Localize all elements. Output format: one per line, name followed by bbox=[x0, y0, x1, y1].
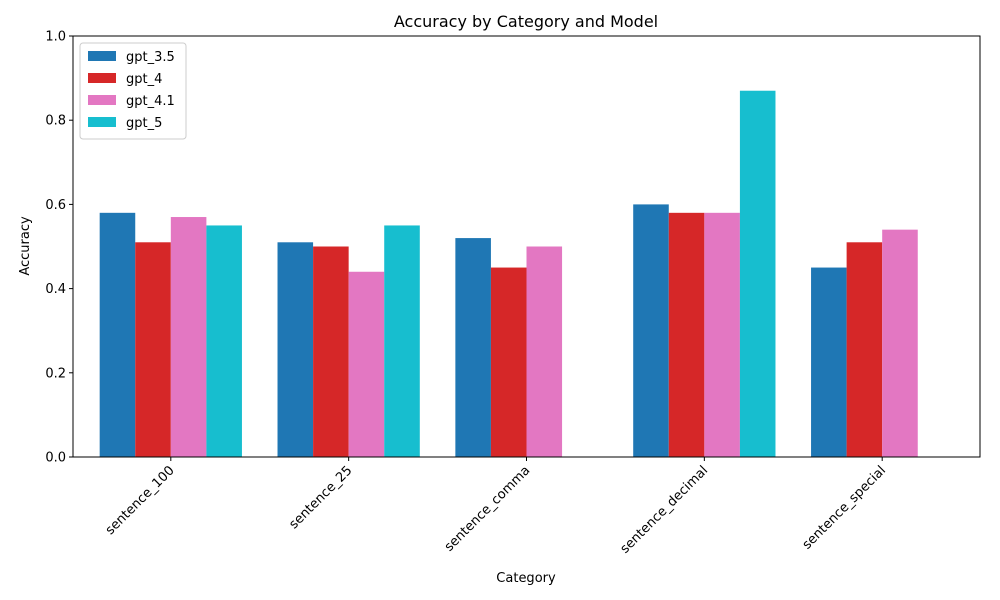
bars-group bbox=[99, 90, 918, 457]
legend-label: gpt_4.1 bbox=[126, 94, 175, 109]
legend-swatch bbox=[88, 51, 116, 61]
y-tick-label: 0.6 bbox=[45, 198, 66, 213]
y-tick-label: 0.8 bbox=[45, 114, 66, 129]
bar-gpt-5-sentence-decimal bbox=[739, 90, 776, 457]
bar-gpt-4-1-sentence-25 bbox=[348, 271, 385, 457]
chart-title: Accuracy by Category and Model bbox=[394, 12, 658, 31]
legend-swatch bbox=[88, 117, 116, 127]
bar-gpt-4-sentence-25 bbox=[313, 246, 349, 457]
legend-label: gpt_5 bbox=[126, 116, 162, 131]
legend-label: gpt_3.5 bbox=[126, 50, 175, 65]
bar-gpt-3-5-sentence-decimal bbox=[633, 204, 669, 457]
bar-gpt-3-5-sentence-100 bbox=[99, 212, 136, 457]
y-axis-title: Accuracy bbox=[18, 216, 33, 276]
y-tick-label: 0.0 bbox=[45, 451, 66, 466]
bar-gpt-5-sentence-100 bbox=[206, 225, 242, 457]
bar-gpt-3-5-sentence-25 bbox=[277, 242, 314, 457]
legend-swatch bbox=[88, 95, 116, 105]
bar-gpt-4-1-sentence-special bbox=[882, 229, 918, 457]
x-axis-title: Category bbox=[496, 571, 556, 586]
bar-gpt-4-sentence-special bbox=[846, 242, 883, 457]
bar-gpt-3-5-sentence-comma bbox=[455, 238, 491, 457]
legend-box bbox=[79, 42, 187, 140]
legend-label: gpt_4 bbox=[126, 72, 162, 87]
bar-gpt-4-sentence-100 bbox=[135, 242, 171, 457]
y-tick-label: 0.2 bbox=[45, 366, 66, 381]
y-tick-label: 1.0 bbox=[45, 30, 66, 45]
legend-swatch bbox=[88, 73, 116, 83]
bar-gpt-4-1-sentence-decimal bbox=[704, 212, 740, 457]
bar-gpt-4-sentence-decimal bbox=[668, 212, 705, 457]
legend: gpt_3.5 gpt_4 gpt_4.1 gpt_5 bbox=[79, 42, 187, 140]
bar-gpt-3-5-sentence-special bbox=[811, 267, 847, 457]
bar-gpt-4-1-sentence-100 bbox=[170, 217, 207, 457]
y-tick-label: 0.4 bbox=[45, 282, 66, 297]
bar-gpt-4-1-sentence-comma bbox=[526, 246, 563, 457]
bar-gpt-4-sentence-comma bbox=[490, 267, 527, 457]
bar-gpt-5-sentence-25 bbox=[384, 225, 420, 457]
